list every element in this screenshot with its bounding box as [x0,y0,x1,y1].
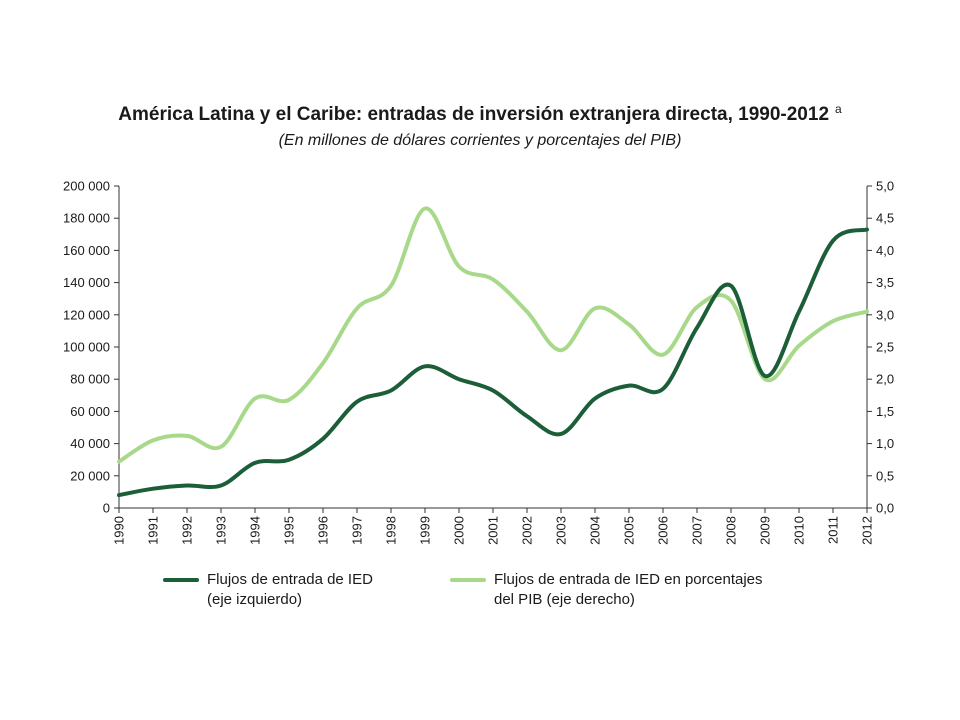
left-y-tick-label: 60 000 [70,404,110,419]
right-y-tick-label: 3,0 [876,307,894,322]
chart-title: América Latina y el Caribe: entradas de … [0,102,960,126]
left-y-tick-label: 100 000 [63,340,110,355]
left-y-tick-label: 0 [103,501,110,516]
series-line-ied-flows [117,227,869,498]
chart-subtitle: (En millones de dólares corrientes y por… [278,132,682,149]
x-tick-label: 2005 [622,516,637,545]
right-y-tick-label: 2,5 [876,340,894,355]
axes-group: 0 20 000 40 000 60 000 80 000 100 000 120 000 1… [63,179,894,545]
legend-item-ied-pib: Flujos de entrada de IED en porcentajes … [450,570,763,610]
x-tick-label: 2009 [758,516,773,545]
right-y-tick-label: 3,5 [876,275,894,290]
legend-label-ied-pib: Flujos de entrada de IED en porcentajes … [494,570,763,610]
x-tick-label: 2012 [860,516,875,545]
x-tick-label: 2003 [554,516,569,545]
x-tick-label: 2001 [486,516,501,545]
series-group [117,206,869,498]
right-y-tick-label: 1,5 [876,404,894,419]
x-tick-label: 1993 [214,516,229,545]
legend-label-line: Flujos de entrada de IED en porcentajes [494,571,763,588]
right-y-tick-label: 4,0 [876,243,894,258]
legend-label-line: (eje izquierdo) [207,591,303,608]
x-tick-label: 1992 [180,516,195,545]
left-y-tick-label: 160 000 [63,243,110,258]
left-y-tick-label: 40 000 [70,436,110,451]
legend-item-ied-flows: Flujos de entrada de IED (eje izquierdo) [163,570,373,610]
x-tick-label: 2007 [690,516,705,545]
title-footnote-marker: a [835,102,842,116]
x-tick-label: 2011 [826,516,841,544]
x-tick-label: 1997 [350,516,365,545]
legend: Flujos de entrada de IED (eje izquierdo)… [0,570,960,620]
right-y-tick-label: 0,5 [876,468,894,483]
x-tick-label: 1991 [146,516,161,545]
x-tick-label: 1998 [384,516,399,545]
x-tick-label: 1995 [282,516,297,545]
legend-swatch-ied-pib [450,578,486,582]
line-chart: 0 20 000 40 000 60 000 80 000 100 000 120 000 1… [63,179,894,545]
legend-label-line: Flujos de entrada de IED [207,571,373,588]
x-tick-label: 2008 [724,516,739,545]
x-tick-label: 2004 [588,516,603,545]
legend-label-ied-flows: Flujos de entrada de IED (eje izquierdo) [207,570,373,610]
left-y-tick-label: 140 000 [63,275,110,290]
chart-title-text: América Latina y el Caribe: entradas de … [118,104,830,125]
right-y-tick-label: 2,0 [876,372,894,387]
x-tick-label: 1994 [248,516,263,545]
series-line-ied-pib [117,206,869,464]
legend-label-line: del PIB (eje derecho) [494,591,635,608]
x-tick-label: 2002 [520,516,535,545]
x-tick-label: 2010 [792,516,807,545]
x-tick-label: 2006 [656,516,671,545]
x-tick-label: 2000 [452,516,467,545]
x-tick-label: 1996 [316,516,331,545]
right-y-tick-label: 1,0 [876,436,894,451]
legend-swatch-ied-flows [163,578,199,582]
left-y-tick-label: 20 000 [70,468,110,483]
left-y-tick-label: 120 000 [63,307,110,322]
right-y-tick-label: 0,0 [876,501,894,516]
left-y-tick-label: 180 000 [63,211,110,226]
left-y-tick-label: 200 000 [63,179,110,194]
right-y-tick-label: 4,5 [876,211,894,226]
left-y-tick-label: 80 000 [70,372,110,387]
x-tick-label: 1990 [112,516,127,545]
x-tick-label: 1999 [418,516,433,545]
right-y-tick-label: 5,0 [876,179,894,194]
